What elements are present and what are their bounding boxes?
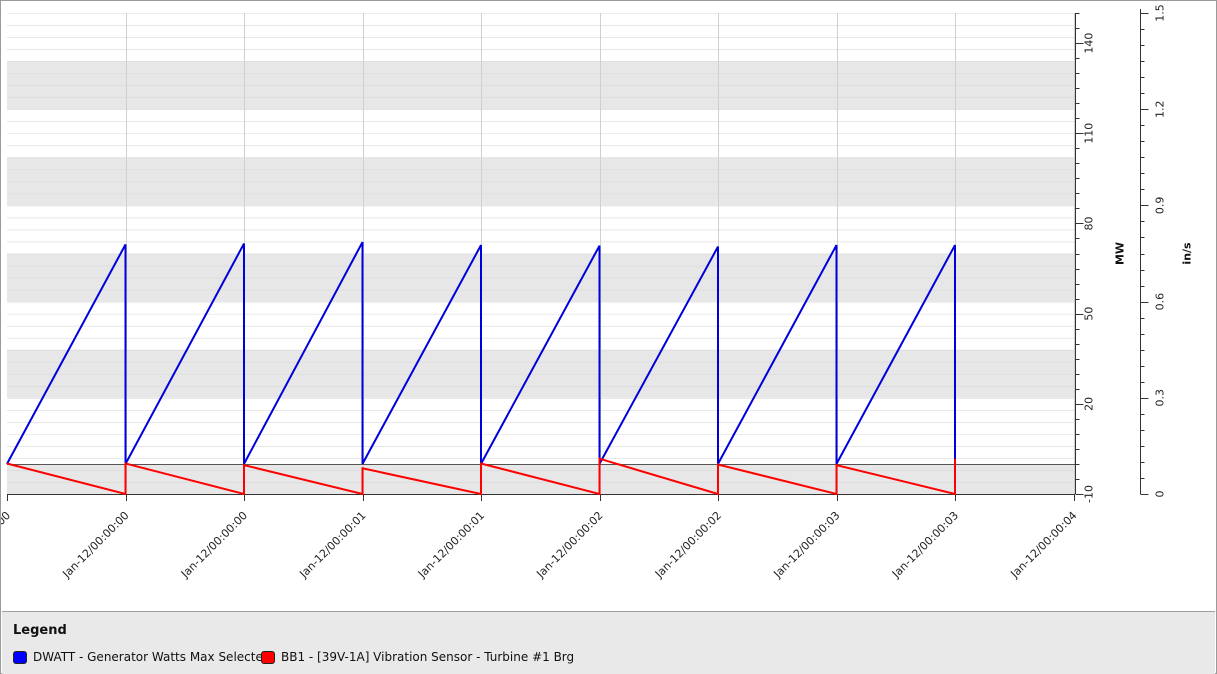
ins-tick-label: 1.2	[1154, 100, 1167, 118]
x-tick-label-4: Jan-12/00:00:01	[415, 509, 487, 581]
plot-band-1	[7, 349, 1075, 398]
mw-tick-label: -10	[1083, 485, 1096, 503]
legend-swatch-bb1	[261, 650, 275, 664]
ins-tick-label: 1.5	[1154, 4, 1167, 22]
mw-tick-label: 50	[1083, 307, 1096, 321]
x-tick-label-3: Jan-12/00:00:01	[296, 509, 368, 581]
x-tick-label-1: Jan-12/00:00:00	[59, 509, 131, 581]
plot-band-4	[7, 61, 1075, 110]
series-line-bb1	[6, 457, 956, 496]
x-tick-label-8: Jan-12/00:00:03	[889, 509, 961, 581]
legend-label-dwatt: DWATT - Generator Watts Max Selected	[33, 650, 271, 664]
x-tick-label-5: Jan-12/00:00:02	[533, 509, 605, 581]
x-tick-label-9: Jan-12/00:00:04	[1007, 509, 1079, 581]
x-tick-label-0: 00:00:00	[1, 509, 13, 553]
x-tick-label-2: Jan-12/00:00:00	[178, 509, 250, 581]
x-tick-label-6: Jan-12/00:00:02	[652, 509, 724, 581]
plot-band-2	[7, 253, 1075, 302]
legend-item-dwatt[interactable]: DWATT - Generator Watts Max Selected	[13, 648, 270, 666]
legend-label-bb1: BB1 - [39V-1A] Vibration Sensor - Turbin…	[281, 650, 575, 664]
trend-chart: 00:00:00 Jan-12/00:00:00 Jan-12/00:00:00 Ja…	[1, 4, 1194, 581]
legend-title: Legend	[13, 623, 67, 638]
ins-tick-label: 0.3	[1154, 389, 1167, 407]
mw-tick-label: 140	[1083, 33, 1096, 54]
ins-tick-label: 0.6	[1154, 293, 1167, 311]
ins-tick-label: 0	[1154, 491, 1167, 498]
mw-axis-title: MW	[1114, 242, 1127, 265]
legend-swatch-dwatt	[13, 650, 27, 664]
mw-tick-label: 20	[1083, 397, 1096, 411]
ins-axis-title: in/s	[1181, 242, 1194, 265]
mw-tick-label: 80	[1083, 216, 1096, 230]
ins-tick-label: 0.9	[1154, 197, 1167, 215]
plot-band-3	[7, 157, 1075, 206]
legend-item-bb1[interactable]: BB1 - [39V-1A] Vibration Sensor - Turbin…	[261, 648, 574, 666]
mw-tick-label: 110	[1083, 123, 1096, 144]
legend-panel: Legend DWATT - Generator Watts Max Selec…	[2, 611, 1215, 674]
x-tick-label-7: Jan-12/00:00:03	[770, 509, 842, 581]
